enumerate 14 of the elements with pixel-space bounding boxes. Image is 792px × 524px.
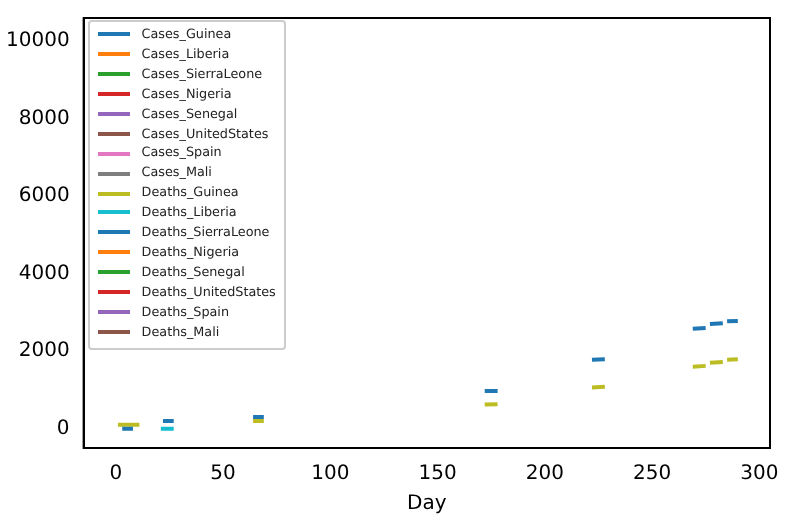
x-tick-label: 300 bbox=[740, 463, 779, 486]
x-tick-label: 250 bbox=[632, 463, 672, 486]
y-tick-label: 2000 bbox=[18, 340, 70, 363]
y-tick-label: 10000 bbox=[6, 30, 70, 53]
x-tick-label: 200 bbox=[525, 463, 564, 486]
y-tick-label: 0 bbox=[56, 417, 70, 440]
x-tick-label: 150 bbox=[418, 463, 457, 486]
x-tick-label: 0 bbox=[109, 463, 123, 486]
y-tick-label: 8000 bbox=[18, 107, 70, 130]
x-axis-title: Day bbox=[407, 493, 447, 516]
x-tick-label: 100 bbox=[311, 463, 350, 486]
x-tick-label: 50 bbox=[210, 463, 236, 486]
y-tick-label: 6000 bbox=[18, 185, 70, 208]
y-tick-label: 4000 bbox=[18, 262, 70, 285]
